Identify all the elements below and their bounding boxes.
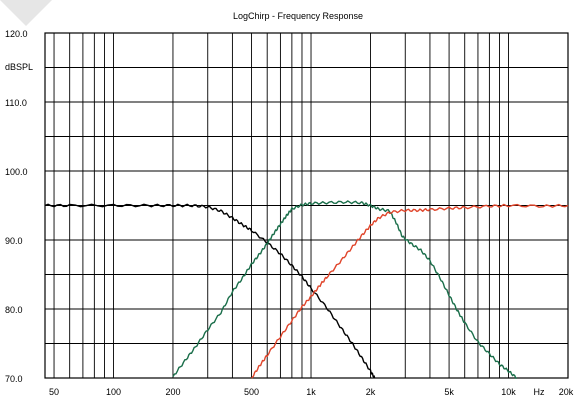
x-tick-label: 200 (165, 387, 180, 397)
x-tick-labels: 50 100 200 500 1k 2k 5k 10k 20k (49, 387, 574, 397)
x-tick-label: 10k (501, 387, 516, 397)
y-tick-label: 120.0 (5, 29, 28, 39)
y-tick-labels: 120.0 110.0 100.0 90.0 80.0 70.0 (5, 29, 28, 384)
x-tick-label: 50 (49, 387, 59, 397)
y-axis-label: dBSPL (5, 62, 33, 72)
y-tick-label: 110.0 (5, 98, 27, 108)
chart-title: LogChirp - Frequency Response (233, 11, 363, 21)
x-tick-label: 5k (444, 387, 454, 397)
y-tick-label: 100.0 (5, 167, 28, 177)
x-unit-label: Hz (534, 387, 545, 397)
y-tick-label: 90.0 (5, 236, 23, 246)
y-tick-label: 80.0 (5, 305, 23, 315)
x-tick-label: 20k (559, 387, 574, 397)
x-tick-label: 2k (366, 387, 376, 397)
x-tick-label: 1k (306, 387, 316, 397)
series-line-3 (252, 204, 568, 378)
y-tick-label: 70.0 (5, 374, 23, 384)
x-tick-label: 500 (244, 387, 259, 397)
x-tick-label: 100 (106, 387, 121, 397)
